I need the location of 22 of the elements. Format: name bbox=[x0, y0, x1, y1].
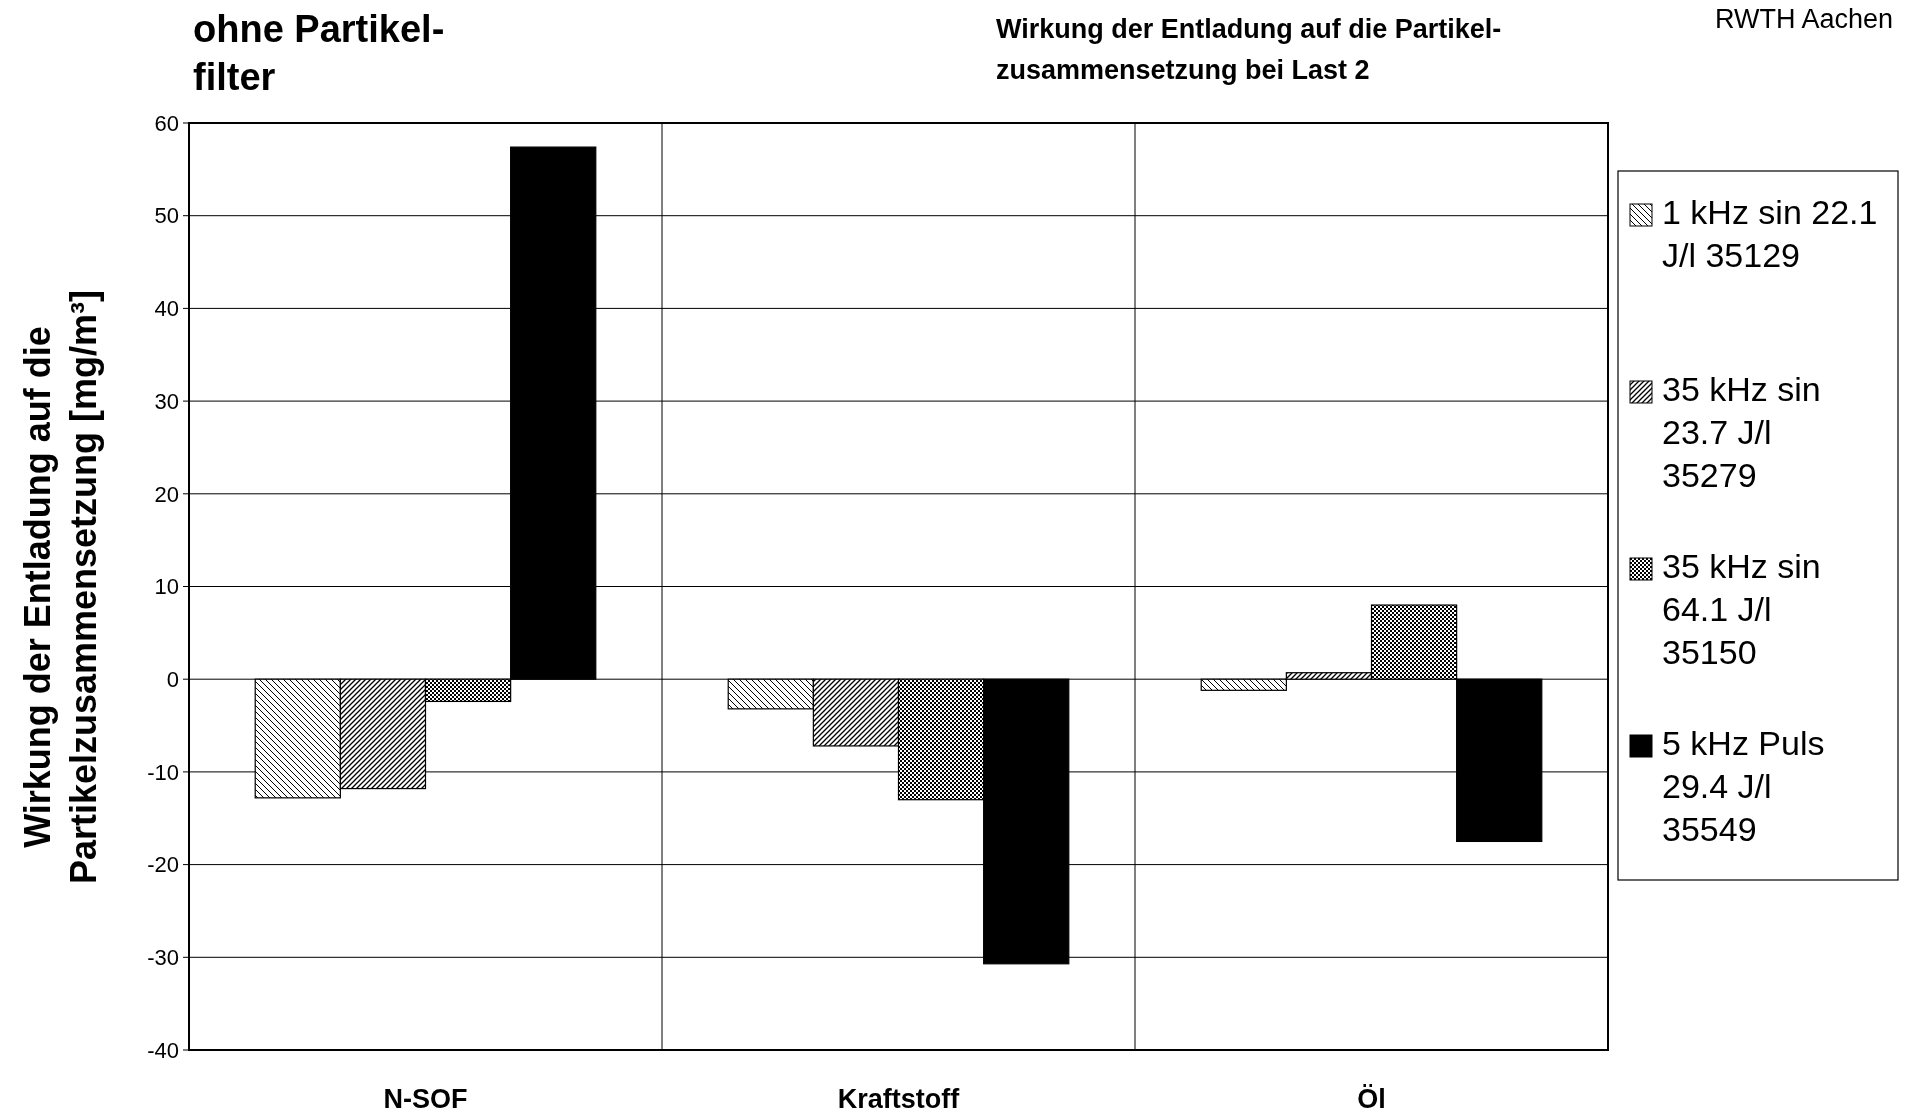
y-tick-label: 0 bbox=[166, 666, 179, 692]
y-tick-label: -30 bbox=[147, 945, 179, 970]
legend-label: 1 kHz sin 22.1 J/l 35129 bbox=[1662, 193, 1878, 274]
chart-title: Wirkung der Entladung auf die Partikel- zusammensetzung bei Last 2 bbox=[996, 14, 1502, 85]
text: RWTH Aachen bbox=[1714, 4, 1893, 34]
y-tick-label: 20 bbox=[154, 481, 179, 507]
y-tick-label: 40 bbox=[154, 296, 179, 322]
y-axis-title: Wirkung der Entladung auf die Partikelzusammensetzung [mg/m³] bbox=[17, 289, 104, 885]
chart-subtitle: ohne Partikel- filter bbox=[193, 8, 445, 98]
y-tick-label: -20 bbox=[147, 852, 179, 878]
y-tick-label: -10 bbox=[147, 759, 179, 785]
y-tick-label: 50 bbox=[154, 203, 179, 229]
legend-label: 35 kHz sin 64.1 J/l 35150 bbox=[1662, 547, 1821, 671]
y-tick-label: 30 bbox=[154, 388, 179, 414]
legend-label: 35 kHz sin 23.7 J/l 35279 bbox=[1662, 370, 1821, 494]
x-tick-label: Kraftstoff bbox=[837, 1084, 961, 1114]
legend-label: 5 kHz Puls 29.4 J/l 35549 bbox=[1662, 724, 1825, 848]
y-tick-label: 60 bbox=[154, 110, 179, 136]
y-tick-label: -40 bbox=[147, 1037, 179, 1063]
x-tick-label: N-SOF bbox=[383, 1084, 468, 1114]
y-tick-label: 10 bbox=[154, 574, 179, 600]
x-tick-label: Öl bbox=[1357, 1084, 1386, 1114]
